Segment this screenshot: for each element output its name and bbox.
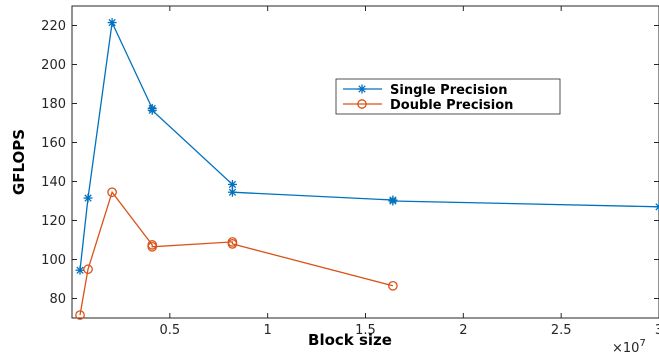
x-tick-label: 1.5 xyxy=(355,323,376,338)
series-0-point xyxy=(654,202,659,212)
plot-area xyxy=(71,5,659,319)
series-0-point xyxy=(227,179,237,189)
x-axis-exponent: ×107 xyxy=(612,338,646,356)
series-0-point xyxy=(388,196,398,206)
x-axis-label: Block size xyxy=(308,331,392,349)
y-axis-label: GFLOPS xyxy=(10,129,28,195)
legend-marker-double xyxy=(357,99,367,109)
y-tick-label: 80 xyxy=(49,292,66,307)
x-tick-label: 3 xyxy=(655,323,659,338)
y-tick-label: 200 xyxy=(41,58,66,73)
series-1-point xyxy=(107,187,117,198)
series-layer xyxy=(75,18,659,320)
series-0-point xyxy=(227,187,237,197)
y-tick-label: 220 xyxy=(41,19,66,34)
series-1-point xyxy=(147,241,158,252)
y-tick-label: 160 xyxy=(41,136,66,151)
series-line-1 xyxy=(79,190,394,316)
x-axis-ticks: 0.5 1 1.5 2 2.5 3 xyxy=(159,6,659,338)
y-tick-label: 140 xyxy=(41,175,66,190)
series-0-point xyxy=(75,265,85,275)
series-0-point xyxy=(83,193,93,203)
series-1-point xyxy=(227,239,238,249)
y-tick-label: 180 xyxy=(41,97,66,112)
legend-label-double: Double Precision xyxy=(390,98,513,113)
x-tick-label: 1 xyxy=(264,323,272,338)
y-axis-ticks: 80 100 120 140 160 180 200 220 xyxy=(41,19,659,307)
series-1-point xyxy=(75,310,85,320)
legend-marker-single xyxy=(357,84,367,94)
legend-box xyxy=(335,78,561,115)
series-0-point xyxy=(107,18,117,28)
x-tick-label: 2 xyxy=(459,323,467,338)
legend: Single Precision Double Precision xyxy=(335,78,561,115)
legend-label-single: Single Precision xyxy=(390,83,507,98)
x-tick-label: 0.5 xyxy=(159,323,180,338)
series-1-point xyxy=(388,280,398,291)
x-tick-label: 2.5 xyxy=(551,323,572,338)
series-0-point xyxy=(147,105,157,115)
series-1-point xyxy=(83,264,93,275)
y-tick-label: 120 xyxy=(41,214,66,229)
y-tick-label: 100 xyxy=(41,253,66,268)
